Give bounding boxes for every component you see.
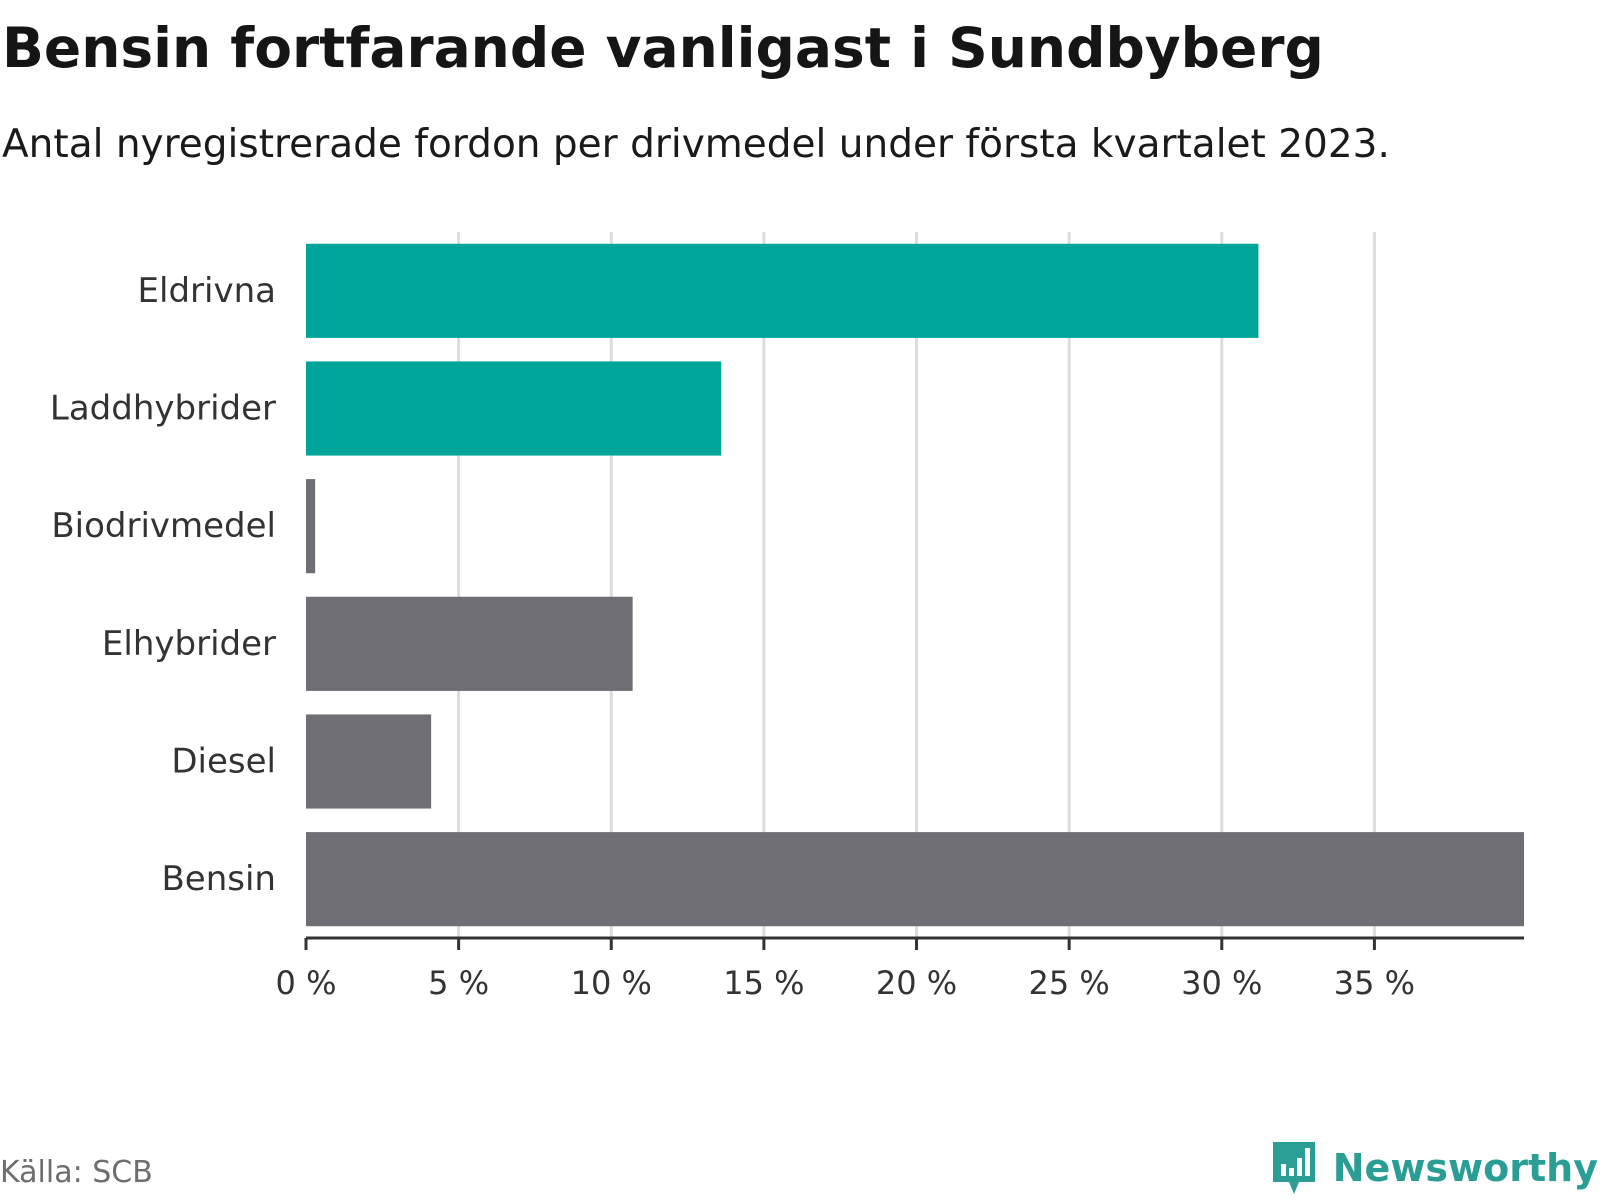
bar-laddhybrider[interactable] [306, 361, 722, 456]
category-label-biodrivmedel: Biodrivmedel [51, 506, 276, 546]
bar-bensin[interactable] [306, 832, 1524, 927]
source-note: Källa: SCB [0, 1155, 153, 1190]
x-tick-label-10: 10 % [571, 964, 652, 1002]
brand-name: Newsworthy [1332, 1146, 1598, 1190]
x-tick-label-25: 25 % [1029, 964, 1110, 1002]
newsworthy-chart-icon [1272, 1142, 1315, 1194]
bar-elhybrider[interactable] [306, 596, 633, 691]
newsworthy-logo[interactable]: Newsworthy [1269, 1138, 1598, 1198]
bar-biodrivmedel[interactable] [306, 479, 316, 574]
x-tick-label-5: 5 % [428, 964, 489, 1002]
bar-eldrivna[interactable] [306, 243, 1259, 338]
x-tick-label-30: 30 % [1181, 964, 1262, 1002]
bar-diesel[interactable] [306, 714, 432, 809]
category-label-diesel: Diesel [171, 742, 276, 782]
x-tick-label-35: 35 % [1334, 964, 1415, 1002]
bar-chart: 0 % 5 % 10 % 15 % 20 % 25 % 30 % 35 % Eldrivna L… [50, 232, 1524, 1002]
category-labels: Eldrivna Laddhybrider Biodrivmedel Elhybrid… [50, 271, 276, 899]
x-tick-label-15: 15 % [723, 964, 804, 1002]
bars [306, 243, 1524, 927]
gridlines [457, 232, 1376, 938]
category-label-elhybrider: Elhybrider [102, 624, 276, 664]
x-tick-label-0: 0 % [276, 964, 337, 1002]
x-axis: 0 % 5 % 10 % 15 % 20 % 25 % 30 % 35 % [276, 936, 1524, 1002]
category-label-bensin: Bensin [161, 859, 276, 899]
category-label-laddhybrider: Laddhybrider [50, 389, 276, 429]
chart-title: Bensin fortfarande vanligast i Sundbyber… [2, 16, 1324, 80]
chart-subtitle: Antal nyregistrerade fordon per drivmede… [2, 122, 1390, 167]
x-tick-label-20: 20 % [876, 964, 957, 1002]
category-label-eldrivna: Eldrivna [138, 271, 276, 311]
